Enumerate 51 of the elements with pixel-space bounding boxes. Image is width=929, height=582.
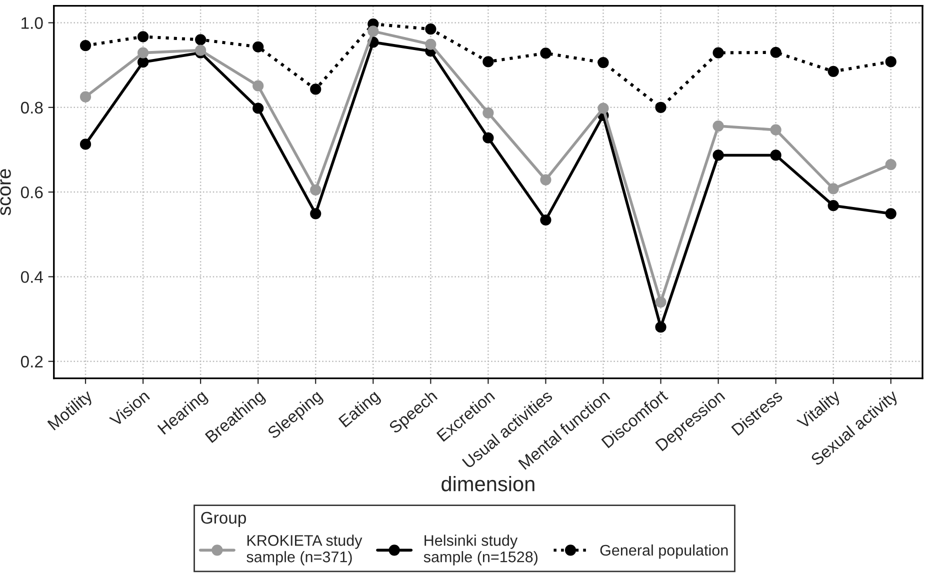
y-tick-label: 0.8 [20,102,43,114]
point [80,91,92,102]
legend-label: General population [600,544,728,559]
point [712,150,724,161]
point [310,208,322,220]
point [137,56,149,68]
x-axis-title: dimension [442,476,534,492]
point [137,31,149,42]
y-axis-title: score [0,169,11,216]
point [368,26,379,37]
point [425,24,436,35]
y-tick-label: 1.0 [22,17,43,29]
point [195,34,206,46]
point [828,66,839,77]
point [770,150,782,161]
point [828,183,839,194]
point [712,47,724,58]
point [540,48,552,59]
point [770,124,782,136]
point [425,38,436,50]
point [655,296,666,308]
point [252,41,264,52]
y-tick-label: 0.6 [20,186,43,198]
point [540,214,552,226]
point [482,107,494,118]
point [310,184,322,196]
point [655,102,666,113]
point [195,44,206,56]
point [598,56,609,68]
point [598,102,609,114]
point [885,208,896,220]
point [80,40,92,52]
point [252,80,264,92]
point [482,56,494,68]
point [828,200,839,212]
y-tick-label: 0.4 [20,271,43,283]
point [252,102,264,114]
point [885,56,896,68]
legend-label: KROKIETA study sample (n=371) [246,534,362,566]
legend-title: Group [201,512,246,528]
legend-label: Helsinki study sample (n=1528) [424,534,538,566]
point [712,120,724,132]
y-tick-label: 0.2 [20,356,43,368]
point [137,47,149,58]
point [540,174,552,186]
point [655,322,666,333]
point [80,138,92,150]
point [770,46,782,58]
point [885,158,896,170]
point [482,132,494,144]
point [310,84,322,95]
